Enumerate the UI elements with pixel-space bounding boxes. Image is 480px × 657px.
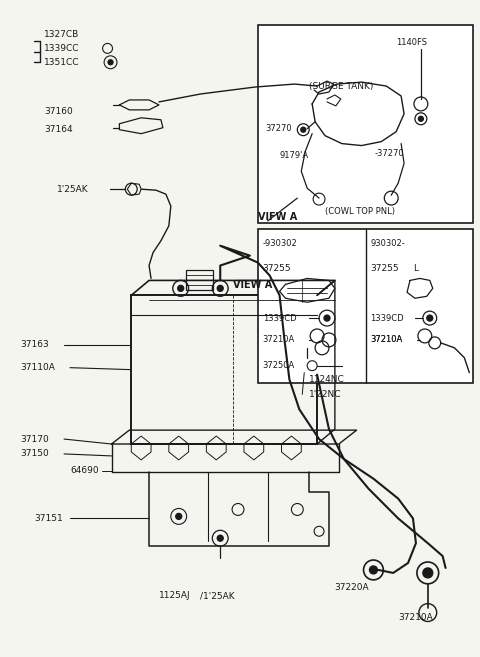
Circle shape <box>217 535 223 541</box>
Text: (COWL TOP PNL): (COWL TOP PNL) <box>325 206 395 215</box>
Text: 64690: 64690 <box>70 466 98 475</box>
Circle shape <box>108 60 113 65</box>
Text: 37164: 37164 <box>44 125 73 134</box>
Bar <box>186 271 213 290</box>
Text: 37210A: 37210A <box>371 336 403 344</box>
Text: 37163: 37163 <box>21 340 49 350</box>
Text: 1339CC: 1339CC <box>44 44 80 53</box>
Text: 37151: 37151 <box>35 514 63 523</box>
Text: 37255: 37255 <box>371 264 399 273</box>
Circle shape <box>370 566 377 574</box>
Text: VIEW A: VIEW A <box>233 281 272 290</box>
Text: 37270: 37270 <box>266 124 292 133</box>
Text: 37220A: 37220A <box>334 583 369 593</box>
Text: -930302: -930302 <box>263 239 298 248</box>
Text: 37210A: 37210A <box>371 336 403 344</box>
Circle shape <box>217 285 223 291</box>
Text: L: L <box>413 264 418 273</box>
Text: 930302-: 930302- <box>371 239 405 248</box>
Text: 1125AJ: 1125AJ <box>159 591 191 600</box>
Circle shape <box>301 127 306 132</box>
Text: /1'25AK: /1'25AK <box>201 591 235 600</box>
Text: 37110A: 37110A <box>21 363 56 372</box>
Bar <box>131 295 317 444</box>
Circle shape <box>427 315 433 321</box>
Circle shape <box>176 513 182 520</box>
Text: 37255: 37255 <box>263 264 291 273</box>
Text: 37150: 37150 <box>21 449 49 459</box>
Text: 1339CD: 1339CD <box>371 313 404 323</box>
Text: VIFW A: VIFW A <box>258 212 297 222</box>
Text: 37170: 37170 <box>21 434 49 443</box>
Text: 1'22NC: 1'22NC <box>309 390 342 399</box>
Text: 1339CD: 1339CD <box>263 313 296 323</box>
Bar <box>258 229 473 382</box>
Circle shape <box>178 285 184 291</box>
Text: 37160: 37160 <box>44 107 73 116</box>
Text: (SURGE TANK): (SURGE TANK) <box>309 81 373 91</box>
Text: 37210A: 37210A <box>398 613 433 622</box>
Circle shape <box>423 568 433 578</box>
Bar <box>258 24 473 223</box>
Text: 9179'A: 9179'A <box>279 151 309 160</box>
Text: 1'25AK: 1'25AK <box>57 185 89 194</box>
Text: 1140FS: 1140FS <box>396 38 427 47</box>
Text: 1124NC: 1124NC <box>309 375 345 384</box>
Text: 1327CB: 1327CB <box>44 30 80 39</box>
Text: 37250A: 37250A <box>263 361 295 370</box>
Circle shape <box>419 116 423 122</box>
Text: 1351CC: 1351CC <box>44 58 80 67</box>
Text: 37210A: 37210A <box>263 336 295 344</box>
Text: -37270: -37270 <box>374 149 404 158</box>
Circle shape <box>324 315 330 321</box>
